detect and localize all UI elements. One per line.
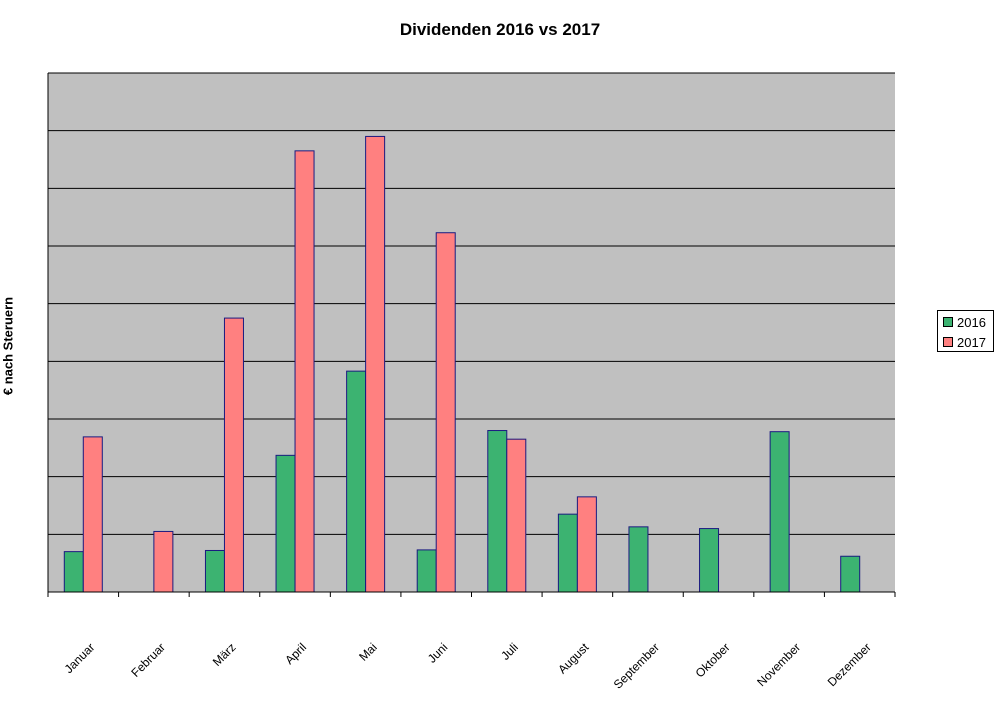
x-tick-label-mai: Mai bbox=[356, 640, 380, 664]
chart-title: Dividenden 2016 vs 2017 bbox=[399, 20, 601, 39]
bar-2016-august bbox=[557, 513, 578, 593]
legend-swatch-2017 bbox=[943, 337, 953, 347]
x-tick-label-oktober: Oktober bbox=[693, 640, 733, 680]
bars bbox=[63, 135, 861, 593]
bar-2016-märz bbox=[204, 549, 225, 593]
legend-label-2016: 2016 bbox=[957, 314, 986, 330]
x-tick-label-juni: Juni bbox=[425, 640, 450, 665]
bar-2016-september bbox=[628, 526, 649, 593]
x-tick-label-april: April bbox=[282, 640, 309, 667]
bar-2017-februar bbox=[153, 530, 174, 593]
gridlines bbox=[48, 72, 895, 535]
x-tick-label-september: September bbox=[611, 640, 662, 691]
legend-label-2017: 2017 bbox=[957, 334, 986, 350]
bar-2016-januar bbox=[63, 551, 84, 593]
legend-item-2016: 2016 bbox=[943, 314, 986, 330]
legend: 2016 2017 bbox=[937, 310, 994, 352]
bar-2017-august bbox=[576, 496, 597, 593]
bar-2016-juni bbox=[416, 549, 437, 593]
x-tick-label-november: November bbox=[754, 640, 803, 689]
x-tick-label-juli: Juli bbox=[498, 640, 521, 663]
x-tick-label-februar: Februar bbox=[128, 640, 168, 680]
bar-2017-juni bbox=[435, 232, 456, 593]
bar-2016-mai bbox=[346, 370, 367, 593]
bar-2017-märz bbox=[223, 317, 244, 593]
bar-2017-april bbox=[294, 150, 315, 593]
bar-2016-april bbox=[275, 454, 296, 593]
plot-area bbox=[48, 73, 895, 592]
bar-2016-juli bbox=[487, 430, 508, 593]
bar-2017-juli bbox=[506, 438, 527, 593]
x-tick-label-märz: März bbox=[210, 640, 239, 669]
x-tick-label-januar: Januar bbox=[62, 640, 98, 676]
legend-swatch-2016 bbox=[943, 317, 953, 327]
legend-item-2017: 2017 bbox=[943, 334, 986, 350]
bar-2016-oktober bbox=[699, 528, 720, 593]
bar-2017-mai bbox=[365, 135, 386, 593]
x-tick-label-august: August bbox=[555, 640, 592, 677]
bar-2016-dezember bbox=[840, 555, 861, 593]
x-tick-label-dezember: Dezember bbox=[825, 640, 874, 689]
bar-2016-november bbox=[769, 431, 790, 593]
bar-2017-januar bbox=[82, 436, 103, 593]
axes bbox=[47, 73, 896, 597]
x-tick-labels: Januar Februar März April Mai Juni Juli August S… bbox=[62, 640, 874, 692]
